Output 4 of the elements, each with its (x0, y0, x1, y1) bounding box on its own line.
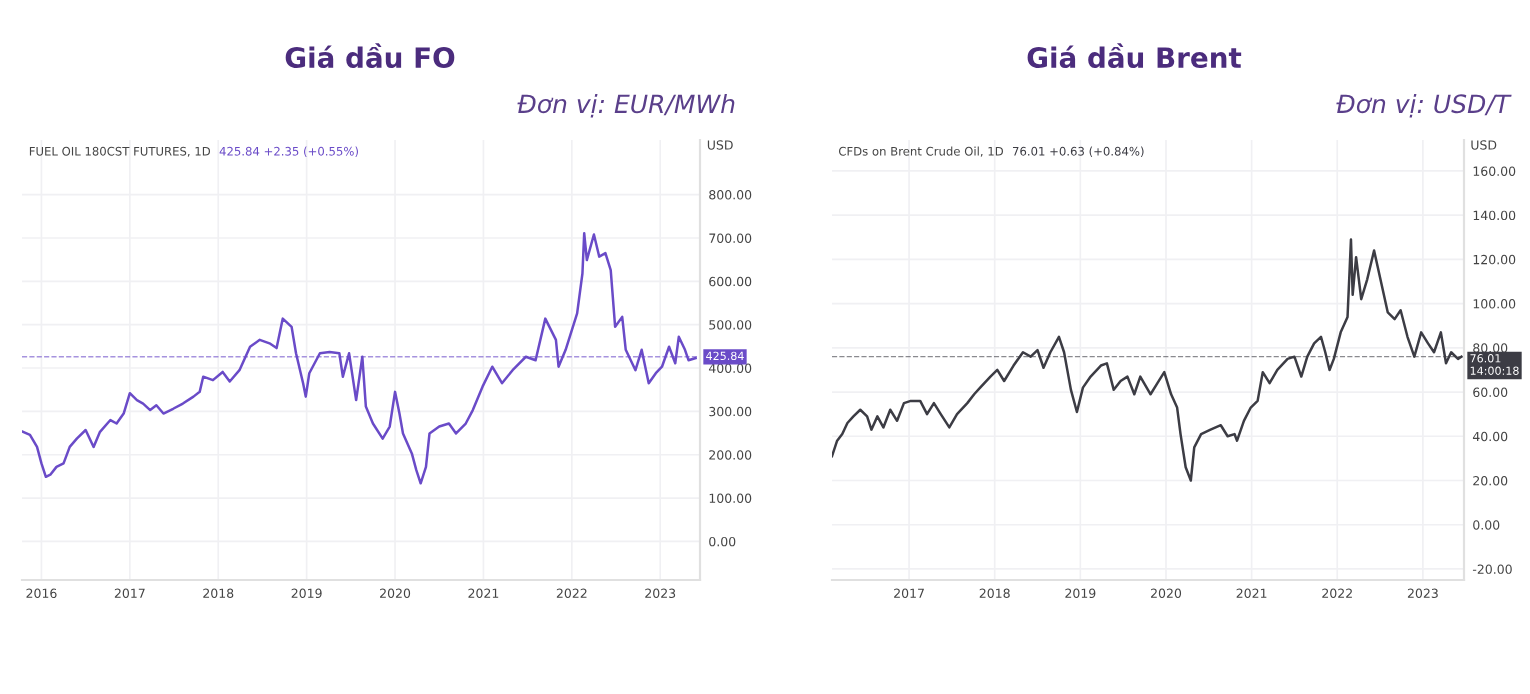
chart-subtitle: Đơn vị: EUR/MWh (517, 93, 735, 118)
chart-subtitle: Đơn vị: USD/T (1336, 93, 1512, 118)
chart-title: Giá dầu Brent (1027, 43, 1242, 69)
chart-title: Giá dầu FO (285, 43, 455, 69)
